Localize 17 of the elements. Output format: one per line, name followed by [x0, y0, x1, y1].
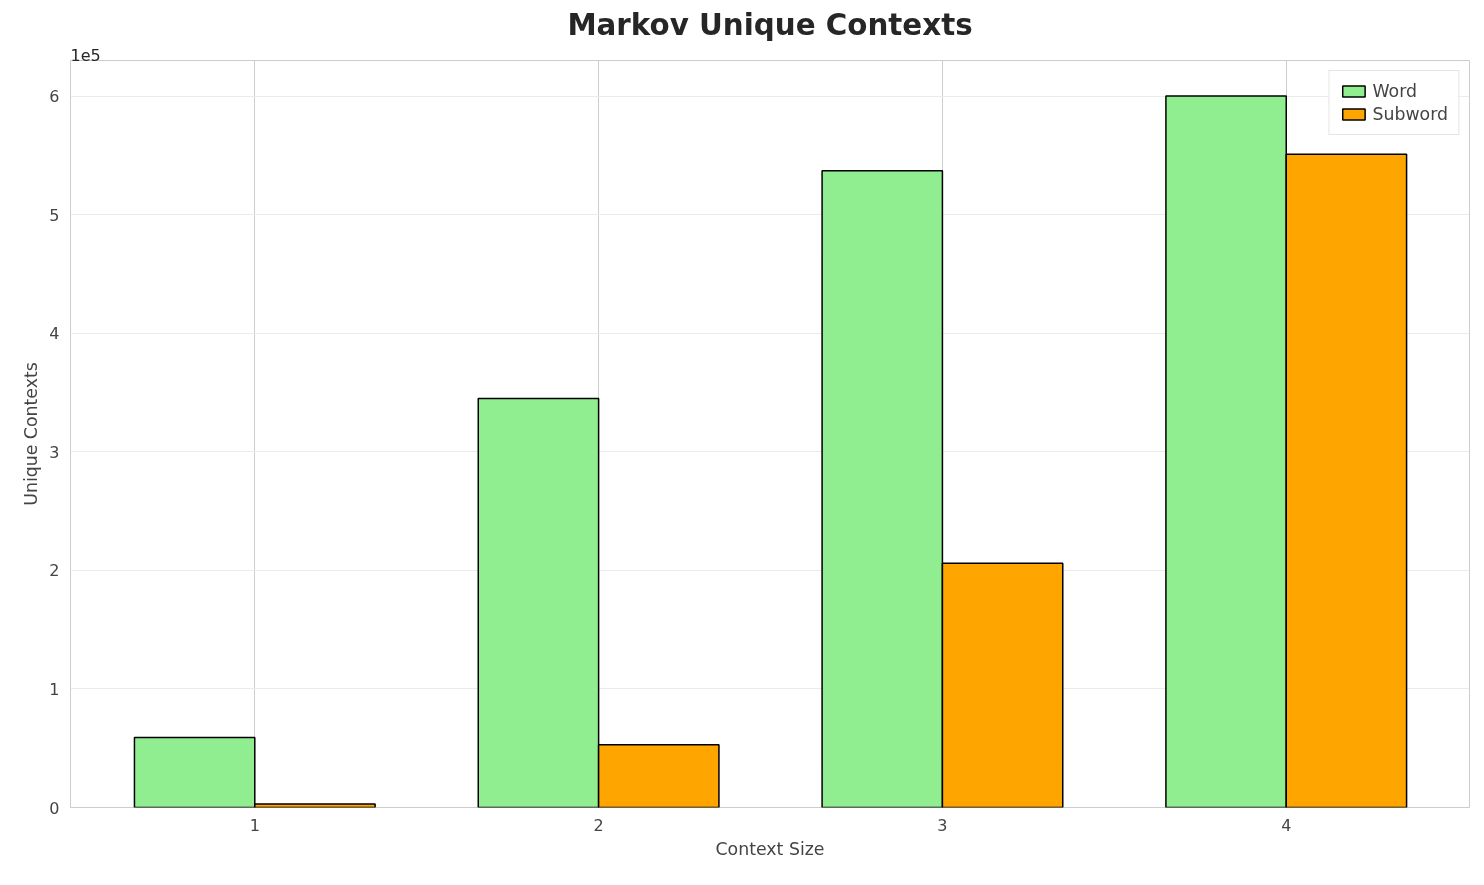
x-axis-title: Context Size — [715, 838, 825, 859]
x-tick-label: 3 — [937, 815, 948, 835]
y-tick-label: 3 — [49, 442, 60, 462]
legend-label: Word — [1372, 81, 1417, 101]
x-tick-label: 2 — [593, 815, 604, 835]
x-tick-label: 4 — [1281, 815, 1292, 835]
y-tick-label: 0 — [49, 798, 60, 818]
y-tick-label: 2 — [49, 561, 60, 581]
y-tick-label: 1 — [49, 679, 60, 699]
legend-label: Subword — [1372, 104, 1448, 124]
annotation: 1e5 — [70, 45, 101, 65]
chart-title: Markov Unique Contexts — [567, 7, 973, 42]
y-tick-label: 5 — [49, 205, 60, 225]
y-tick-label: 6 — [49, 87, 60, 107]
x-tick-label: 1 — [249, 815, 260, 835]
y-axis-title: Unique Contexts — [21, 362, 42, 506]
y-tick-label: 4 — [49, 324, 60, 344]
